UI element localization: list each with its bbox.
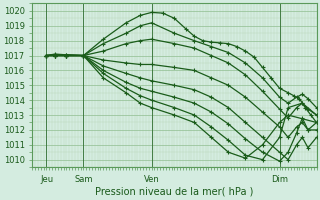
X-axis label: Pression niveau de la mer( hPa ): Pression niveau de la mer( hPa )	[95, 187, 253, 197]
